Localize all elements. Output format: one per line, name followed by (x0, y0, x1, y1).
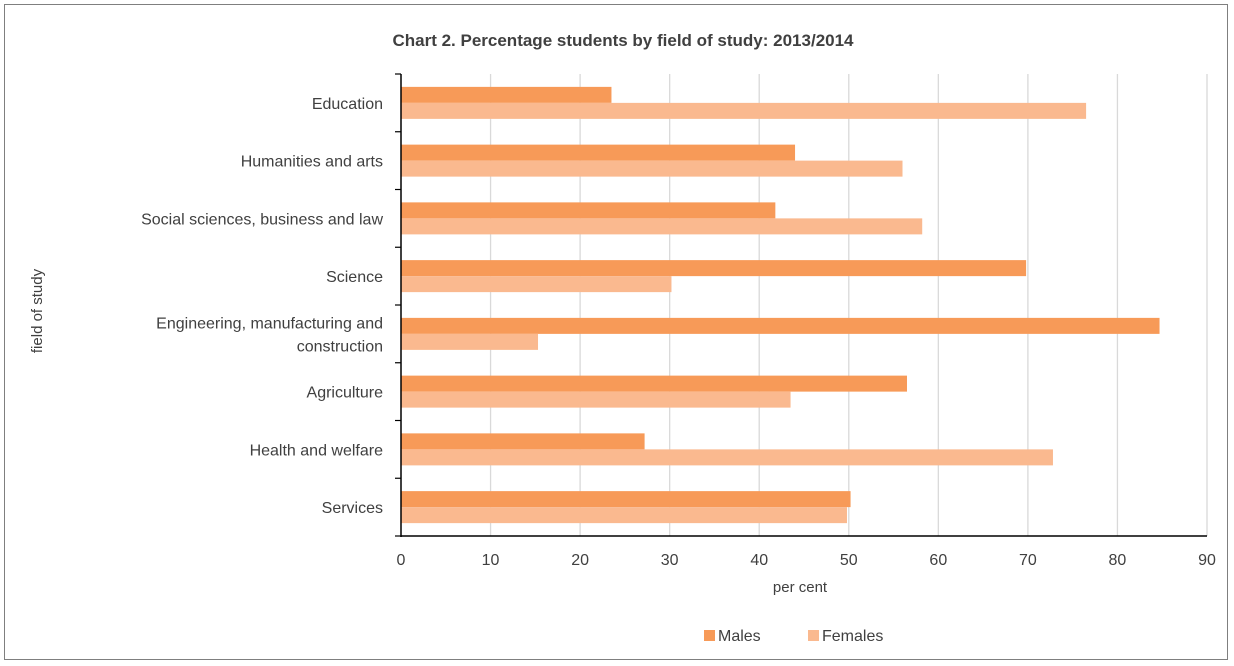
x-tick-label: 70 (1019, 552, 1037, 569)
chart-title: Chart 2. Percentage students by field of… (392, 31, 854, 50)
y-axis: Education Humanities and arts Social scien… (141, 73, 1207, 537)
category-label: Science (326, 269, 383, 286)
bar-females-4 (401, 333, 539, 350)
bar-males-1 (401, 144, 796, 161)
bar-females-1 (401, 160, 903, 177)
x-tick-label: 90 (1198, 552, 1216, 569)
x-tick-label: 30 (661, 552, 679, 569)
bar-females-7 (401, 507, 847, 524)
chart-frame: Chart 2. Percentage students by field of… (4, 4, 1228, 660)
bars (401, 86, 1160, 524)
bar-males-3 (401, 260, 1027, 277)
bar-males-6 (401, 433, 645, 450)
legend-label-females: Females (822, 628, 883, 645)
bar-females-3 (401, 276, 672, 293)
category-label: Agriculture (307, 385, 384, 402)
x-tick-label: 40 (750, 552, 768, 569)
legend: Males Females (704, 628, 883, 645)
bar-males-4 (401, 317, 1160, 334)
legend-swatch-males (704, 630, 715, 641)
x-tick-label: 80 (1109, 552, 1127, 569)
y-axis-title: field of study (29, 268, 46, 353)
category-label: Social sciences, business and law (141, 211, 383, 228)
bar-females-0 (401, 102, 1087, 119)
bar-chart: Chart 2. Percentage students by field of… (29, 31, 1216, 645)
x-tick-label: 50 (840, 552, 858, 569)
legend-swatch-females (808, 630, 819, 641)
category-label: Engineering, manufacturing and constructi… (156, 315, 383, 355)
bar-males-0 (401, 86, 612, 103)
category-label: Education (312, 96, 383, 113)
category-label: Health and welfare (250, 442, 384, 459)
bar-females-5 (401, 391, 791, 408)
bar-females-6 (401, 449, 1053, 466)
bar-females-2 (401, 218, 923, 235)
x-tick-label: 60 (929, 552, 947, 569)
legend-label-males: Males (718, 628, 761, 645)
bar-males-5 (401, 375, 907, 392)
x-axis-ticks: 0 10 20 30 40 50 60 70 80 90 (397, 552, 1216, 569)
bar-males-2 (401, 202, 776, 219)
bar-males-7 (401, 491, 851, 508)
category-label: Services (322, 500, 383, 517)
x-tick-label: 0 (397, 552, 406, 569)
x-tick-label: 20 (571, 552, 589, 569)
category-label: Humanities and arts (241, 154, 383, 171)
x-axis-title: per cent (773, 579, 828, 596)
gridlines (489, 74, 1208, 536)
x-tick-label: 10 (482, 552, 500, 569)
